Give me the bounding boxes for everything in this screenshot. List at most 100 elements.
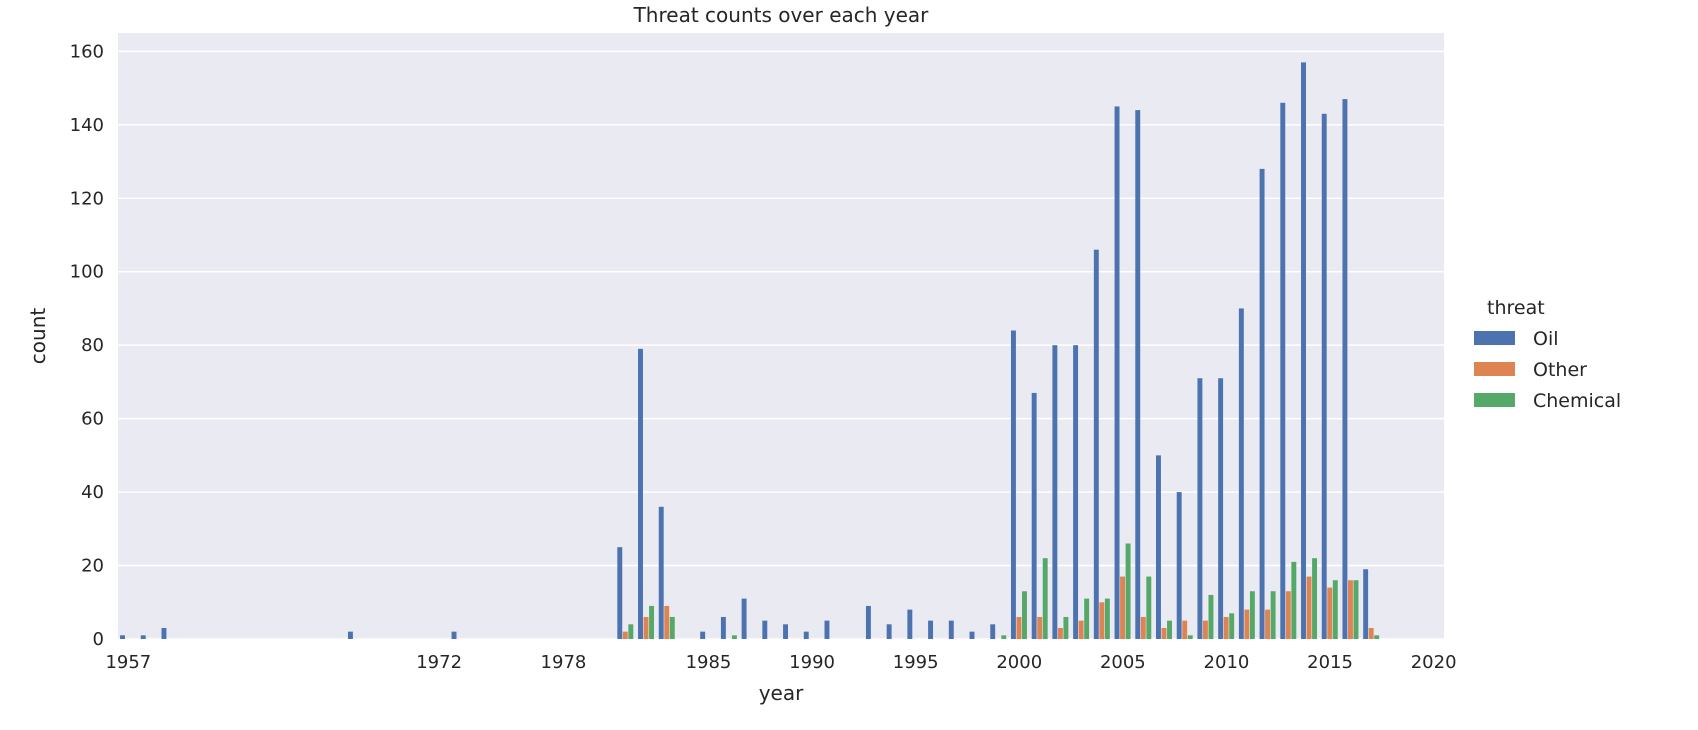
bar-oil-2011 [1238, 308, 1244, 639]
bar-chemical-2012 [1270, 591, 1276, 639]
y-tick-label: 120 [70, 188, 104, 209]
bar-other-2014 [1306, 576, 1312, 639]
bar-oil-2014 [1301, 62, 1306, 639]
y-tick-label: 40 [81, 482, 104, 503]
x-tick-label: 1972 [416, 652, 462, 673]
legend-swatch-oil [1474, 331, 1515, 345]
bar-other-2002 [1057, 627, 1063, 639]
x-tick-label: 1985 [686, 652, 732, 673]
bar-other-2003 [1078, 620, 1084, 639]
bar-oil-1991 [824, 620, 830, 639]
bar-oil-2007 [1156, 455, 1161, 639]
bar-other-2011 [1244, 609, 1250, 639]
bar-other-2001 [1037, 616, 1043, 639]
bar-chemical-2017 [1374, 635, 1380, 639]
y-tick-label: 60 [81, 409, 104, 430]
bar-oil-1996 [928, 620, 934, 639]
bar-other-1981 [622, 631, 628, 639]
bar-chemical-2003 [1084, 598, 1090, 639]
bar-oil-2003 [1073, 345, 1079, 639]
bar-oil-1995 [907, 609, 913, 639]
bar-chemical-2010 [1229, 613, 1235, 639]
y-tick-label: 160 [70, 41, 104, 62]
bar-chemical-2002 [1063, 616, 1069, 639]
bar-oil-1968 [347, 631, 353, 639]
x-axis: 1957 1972 1978 1985 1990 1995 2000 2005 2010 2015… [105, 652, 1456, 673]
bar-oil-2004 [1093, 249, 1099, 639]
bar-oil-1983 [658, 506, 664, 639]
y-tick-label: 140 [70, 115, 104, 136]
bar-other-2017 [1368, 627, 1374, 639]
y-axis: 0 20 40 60 80 100 120 140 160 [70, 41, 104, 650]
bar-chemical-1986 [731, 635, 737, 639]
bar-oil-2008 [1176, 492, 1182, 639]
bar-oil-1958 [140, 635, 146, 639]
legend-title: threat [1487, 297, 1545, 319]
bar-oil-1990 [803, 631, 809, 639]
bar-oil-1994 [886, 624, 892, 639]
chart-title: Threat counts over each year [633, 3, 930, 27]
bar-chemical-2016 [1353, 580, 1359, 639]
bar-chemical-2000 [1022, 591, 1027, 639]
bar-other-2010 [1223, 616, 1229, 639]
bar-chemical-2007 [1167, 620, 1172, 639]
bar-oil-2017 [1363, 569, 1369, 639]
bar-other-2000 [1016, 616, 1022, 639]
x-tick-label: 1995 [893, 652, 939, 673]
bar-other-2006 [1140, 616, 1146, 639]
x-tick-label: 2005 [1100, 652, 1146, 673]
y-tick-label: 20 [81, 556, 104, 577]
bar-oil-1989 [783, 624, 788, 639]
bar-oil-2012 [1259, 168, 1265, 639]
bar-chemical-1999 [1001, 635, 1007, 639]
x-tick-label: 1990 [789, 652, 835, 673]
bar-oil-2009 [1197, 378, 1203, 639]
bar-oil-1993 [865, 605, 871, 639]
plot-background [118, 33, 1444, 639]
x-tick-label: 2010 [1204, 652, 1250, 673]
bar-chemical-2013 [1291, 561, 1297, 639]
bar-oil-1997 [948, 620, 954, 639]
gridlines [118, 50, 1444, 640]
y-tick-label: 80 [81, 335, 104, 356]
bar-oil-1981 [617, 547, 623, 639]
x-tick-label: 1957 [105, 652, 151, 673]
x-tick-label: 2020 [1411, 652, 1457, 673]
legend-label-other: Other [1533, 359, 1587, 381]
bar-oil-1988 [762, 620, 768, 639]
bar-chemical-2008 [1187, 635, 1193, 639]
bar-oil-2000 [1010, 330, 1016, 639]
bar-other-2004 [1099, 602, 1105, 639]
bar-chemical-2001 [1042, 558, 1048, 639]
x-tick-label: 2000 [996, 652, 1042, 673]
bar-oil-1986 [720, 616, 726, 639]
bar-oil-1959 [161, 627, 167, 639]
bar-chemical-2009 [1208, 594, 1214, 639]
bar-oil-2013 [1280, 102, 1286, 640]
bar-oil-1998 [969, 631, 975, 639]
bar-other-2009 [1202, 620, 1208, 639]
bar-chemical-1982 [649, 605, 655, 639]
bar-oil-2010 [1218, 378, 1224, 639]
bar-other-1983 [664, 605, 670, 639]
bar-chemical-2004 [1104, 598, 1110, 639]
bar-chemical-2011 [1249, 591, 1255, 639]
bar-oil-2006 [1135, 110, 1141, 640]
legend: threat Oil Other Chemical [1474, 297, 1621, 412]
legend-swatch-chemical [1474, 393, 1515, 407]
bar-oil-1987 [741, 598, 747, 639]
bar-oil-1973 [451, 631, 457, 639]
bar-chemical-2005 [1125, 543, 1131, 639]
bar-oil-1985 [700, 631, 706, 639]
bar-chemical-2014 [1312, 558, 1318, 639]
legend-label-chemical: Chemical [1533, 390, 1621, 412]
bar-chemical-1981 [628, 624, 634, 639]
y-tick-label: 0 [93, 629, 104, 650]
bar-other-2007 [1161, 627, 1167, 639]
bar-other-1982 [643, 616, 649, 639]
bar-other-2016 [1348, 580, 1353, 639]
bar-oil-2016 [1342, 99, 1348, 640]
bar-oil-1999 [990, 624, 996, 639]
